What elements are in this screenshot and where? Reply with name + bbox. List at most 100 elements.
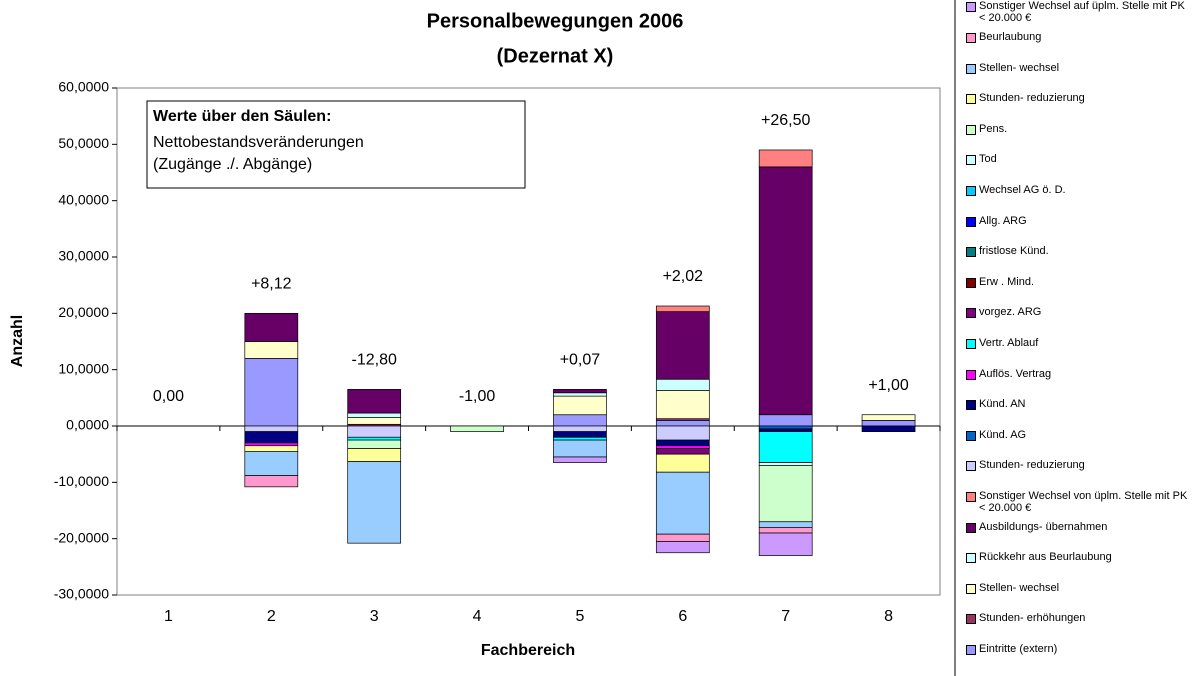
bar-segment — [861, 425, 916, 432]
legend-swatch — [966, 369, 976, 380]
bar-segment — [655, 390, 710, 420]
legend-label: Stunden- reduzierung — [979, 459, 1085, 472]
bar-segment — [553, 456, 607, 463]
legend-item: vorgez. ARG — [966, 306, 1192, 319]
legend-swatch — [966, 492, 976, 502]
bar-segment — [347, 389, 402, 414]
legend-item: fristlose Künd. — [966, 245, 1192, 258]
x-axis-label: Fachbereich — [481, 642, 575, 659]
legend-item: Stunden- erhöhungen — [966, 612, 1192, 625]
legend-label: Pens. — [979, 122, 1008, 135]
x-tick-label: 4 — [473, 608, 482, 625]
bar-segment — [244, 431, 299, 444]
bar-segment — [553, 431, 607, 438]
bar-segment — [347, 461, 402, 544]
plot-area — [116, 87, 941, 596]
x-tick-label: 7 — [781, 608, 790, 625]
bar-segment — [553, 392, 607, 397]
bar-segment — [758, 532, 813, 556]
x-tick-label: 8 — [884, 608, 893, 625]
bar-segment — [553, 414, 607, 427]
legend-label: Allg. ARG — [979, 214, 1027, 227]
bar-segment — [553, 436, 607, 441]
legend-label: fristlose Künd. — [979, 245, 1049, 258]
net-label: +2,02 — [663, 268, 704, 285]
net-label: +8,12 — [251, 276, 292, 293]
bar-segment — [553, 439, 607, 458]
legend-label: Stunden- reduzierung — [979, 92, 1085, 105]
legend-swatch — [966, 63, 976, 74]
x-tick-label: 5 — [575, 608, 584, 625]
legend-swatch — [966, 583, 976, 594]
legend-label: Künd. AN — [979, 398, 1026, 411]
legend-item: Tod — [966, 153, 1192, 166]
bar-segment — [861, 420, 916, 427]
bar-segment — [758, 428, 813, 432]
legend-label: Auflös. Vertrag — [979, 367, 1052, 380]
y-tick-label: -20,0000 — [54, 529, 109, 545]
bar-segment — [450, 425, 504, 432]
legend-label: Stunden- erhöhungen — [979, 612, 1086, 625]
legend-item: Pens. — [966, 123, 1192, 135]
legend-label: Sonstiger Wechsel auf üplm. Stelle mit P… — [979, 0, 1185, 25]
x-tick-label: 3 — [370, 608, 379, 625]
bar-segment — [655, 445, 710, 449]
legend-item: Erw . Mind. — [966, 276, 1192, 288]
bar-segment — [553, 395, 607, 416]
legend-swatch — [966, 430, 976, 441]
legend-label: Eintritte (extern) — [979, 643, 1058, 655]
legend-swatch — [966, 155, 976, 166]
x-tick-label: 2 — [267, 608, 276, 625]
bar-segment — [758, 431, 813, 463]
legend-swatch — [966, 461, 976, 472]
annotation-title: Werte über den Säulen: — [153, 108, 331, 125]
legend-label: Vertr. Ablauf — [979, 337, 1039, 349]
legend-item: Sonstiger Wechsel von üplm. Stelle mit P… — [966, 490, 1192, 514]
legend-swatch — [966, 247, 976, 258]
y-axis-label: Anzahl — [9, 315, 26, 367]
legend-label: Künd. AG — [979, 428, 1027, 441]
bar-segment — [347, 425, 402, 438]
bar-segment — [655, 420, 710, 427]
legend-label: vorgez. ARG — [979, 306, 1042, 319]
legend-label: Ausbildungs- übernahmen — [979, 520, 1108, 533]
bar-segment — [655, 448, 710, 455]
legend-item: Stellen- wechsel — [966, 62, 1192, 74]
legend-label: Wechsel AG ö. D. — [979, 184, 1066, 196]
y-tick-label: 30,0000 — [58, 248, 109, 264]
bar-segment — [655, 533, 710, 542]
bar-segment — [655, 471, 710, 535]
bar-segment — [655, 425, 710, 441]
legend-item: Wechsel AG ö. D. — [966, 184, 1192, 196]
y-tick-label: 10,0000 — [58, 360, 109, 376]
bar-segment — [758, 425, 813, 430]
net-label: 0,00 — [153, 388, 184, 405]
net-label: -12,80 — [352, 352, 397, 369]
net-label: -1,00 — [459, 388, 496, 405]
legend-item: Sonstiger Wechsel auf üplm. Stelle mit P… — [966, 0, 1192, 24]
net-label: +1,00 — [868, 377, 909, 394]
legend-item: Rückkehr aus Beurlaubung — [966, 551, 1192, 564]
bar-segment — [347, 417, 402, 425]
legend-swatch — [966, 124, 976, 135]
legend-swatch — [966, 339, 976, 349]
legend-label: Stellen- wechsel — [979, 581, 1060, 594]
legend-swatch — [966, 308, 976, 319]
y-tick-label: 60,0000 — [58, 79, 109, 95]
chart-subtitle: (Dezernat X) — [497, 45, 614, 67]
legend-item: Ausbildungs- übernahmen — [966, 521, 1192, 533]
legend-swatch — [966, 614, 976, 625]
legend-swatch — [966, 400, 976, 411]
annotation-line: (Zugänge ./. Abgänge) — [153, 156, 312, 173]
legend-item: Künd. AN — [966, 398, 1192, 411]
legend-label: Sonstiger Wechsel von üplm. Stelle mit P… — [979, 490, 1188, 514]
legend-swatch — [966, 94, 976, 105]
legend-label: Erw . Mind. — [979, 275, 1035, 288]
bar-segment — [655, 453, 710, 473]
bar-segment — [758, 465, 813, 523]
bar-segment — [244, 358, 299, 427]
legend-item: Allg. ARG — [966, 215, 1192, 227]
legend-swatch — [966, 553, 976, 564]
bar-segment — [244, 442, 299, 447]
